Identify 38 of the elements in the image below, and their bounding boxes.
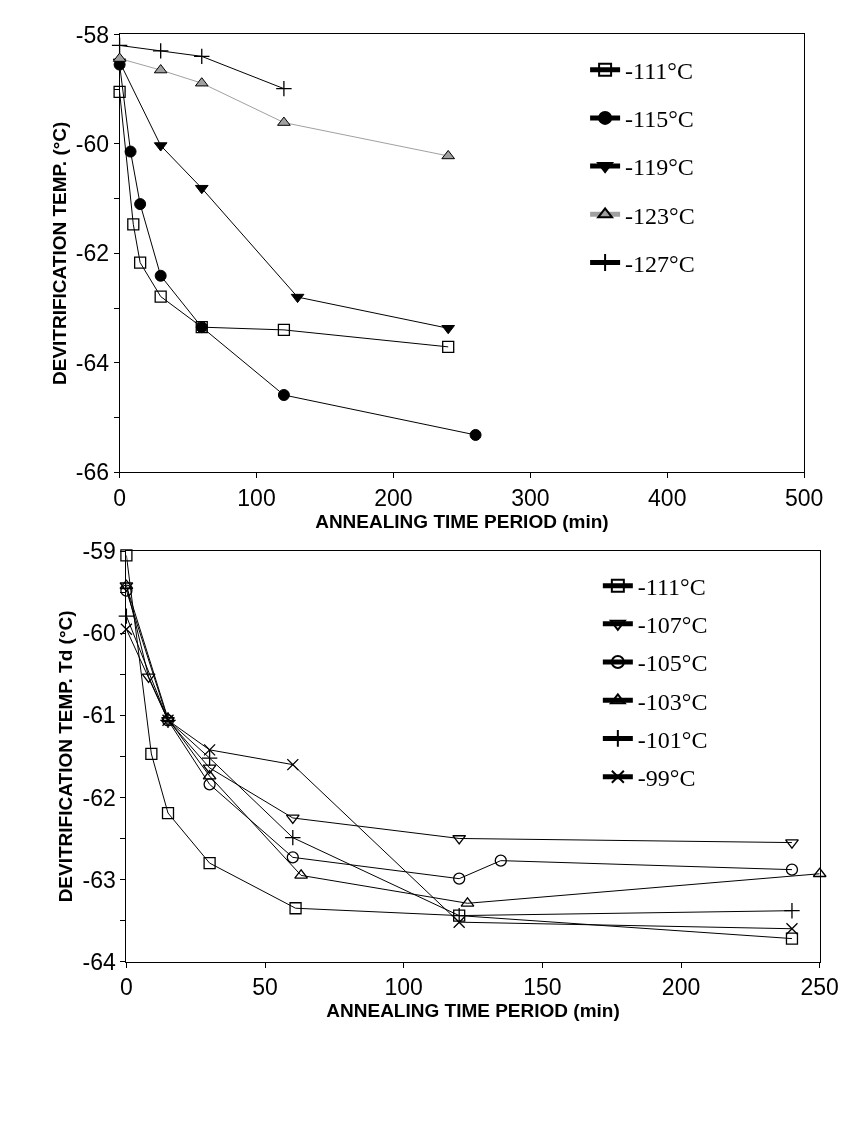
x-tick-label: 250	[800, 974, 839, 1001]
y-tick-label: -60	[75, 130, 110, 157]
legend-label: -123°C	[625, 202, 695, 229]
x-tick-label: 100	[384, 974, 423, 1001]
y-tick-label: -60	[82, 620, 116, 647]
y-tick-label: -61	[82, 702, 116, 729]
x-tick-label: 200	[374, 484, 413, 511]
legend-label: -99°C	[637, 765, 696, 792]
x-tick-label: 100	[237, 484, 276, 511]
y-tick-label: -62	[82, 784, 116, 811]
x-tick-label: 400	[648, 484, 687, 511]
x-tick-label: 300	[511, 484, 550, 511]
legend-label: -115°C	[625, 106, 694, 133]
y-tick-label: -62	[75, 240, 110, 267]
y-axis-title: DEVITRIFICATION TEMP. (°C)	[48, 121, 70, 386]
x-axis-title: ANNEALING TIME PERIOD (min)	[326, 1000, 620, 1022]
legend-label: -111°C	[625, 58, 693, 85]
legend-label: -119°C	[625, 154, 694, 181]
y-tick-label: -64	[82, 948, 116, 975]
y-tick-label: -66	[75, 459, 110, 486]
legend-label: -105°C	[637, 650, 708, 677]
y-tick-label: -64	[75, 349, 110, 376]
y-tick-label: -59	[82, 538, 116, 565]
x-tick-label: 200	[661, 974, 701, 1001]
y-axis-title: DEVITRIFICATION TEMP. Td (°C)	[55, 610, 77, 903]
x-tick-label: 50	[252, 974, 278, 1001]
y-tick-label: -63	[82, 866, 116, 893]
legend-label: -111°C	[637, 574, 706, 601]
y-tick-label: -58	[75, 21, 110, 48]
x-tick-label: 150	[523, 974, 562, 1001]
legend-label: -127°C	[625, 250, 695, 277]
legend-label: -103°C	[637, 688, 708, 715]
x-axis-title: ANNEALING TIME PERIOD (min)	[315, 510, 609, 532]
x-tick-label: 0	[113, 484, 127, 511]
legend-label: -101°C	[637, 726, 708, 753]
legend-label: -107°C	[637, 612, 708, 639]
x-tick-label: 500	[784, 484, 824, 511]
x-tick-label: 0	[120, 974, 133, 1001]
